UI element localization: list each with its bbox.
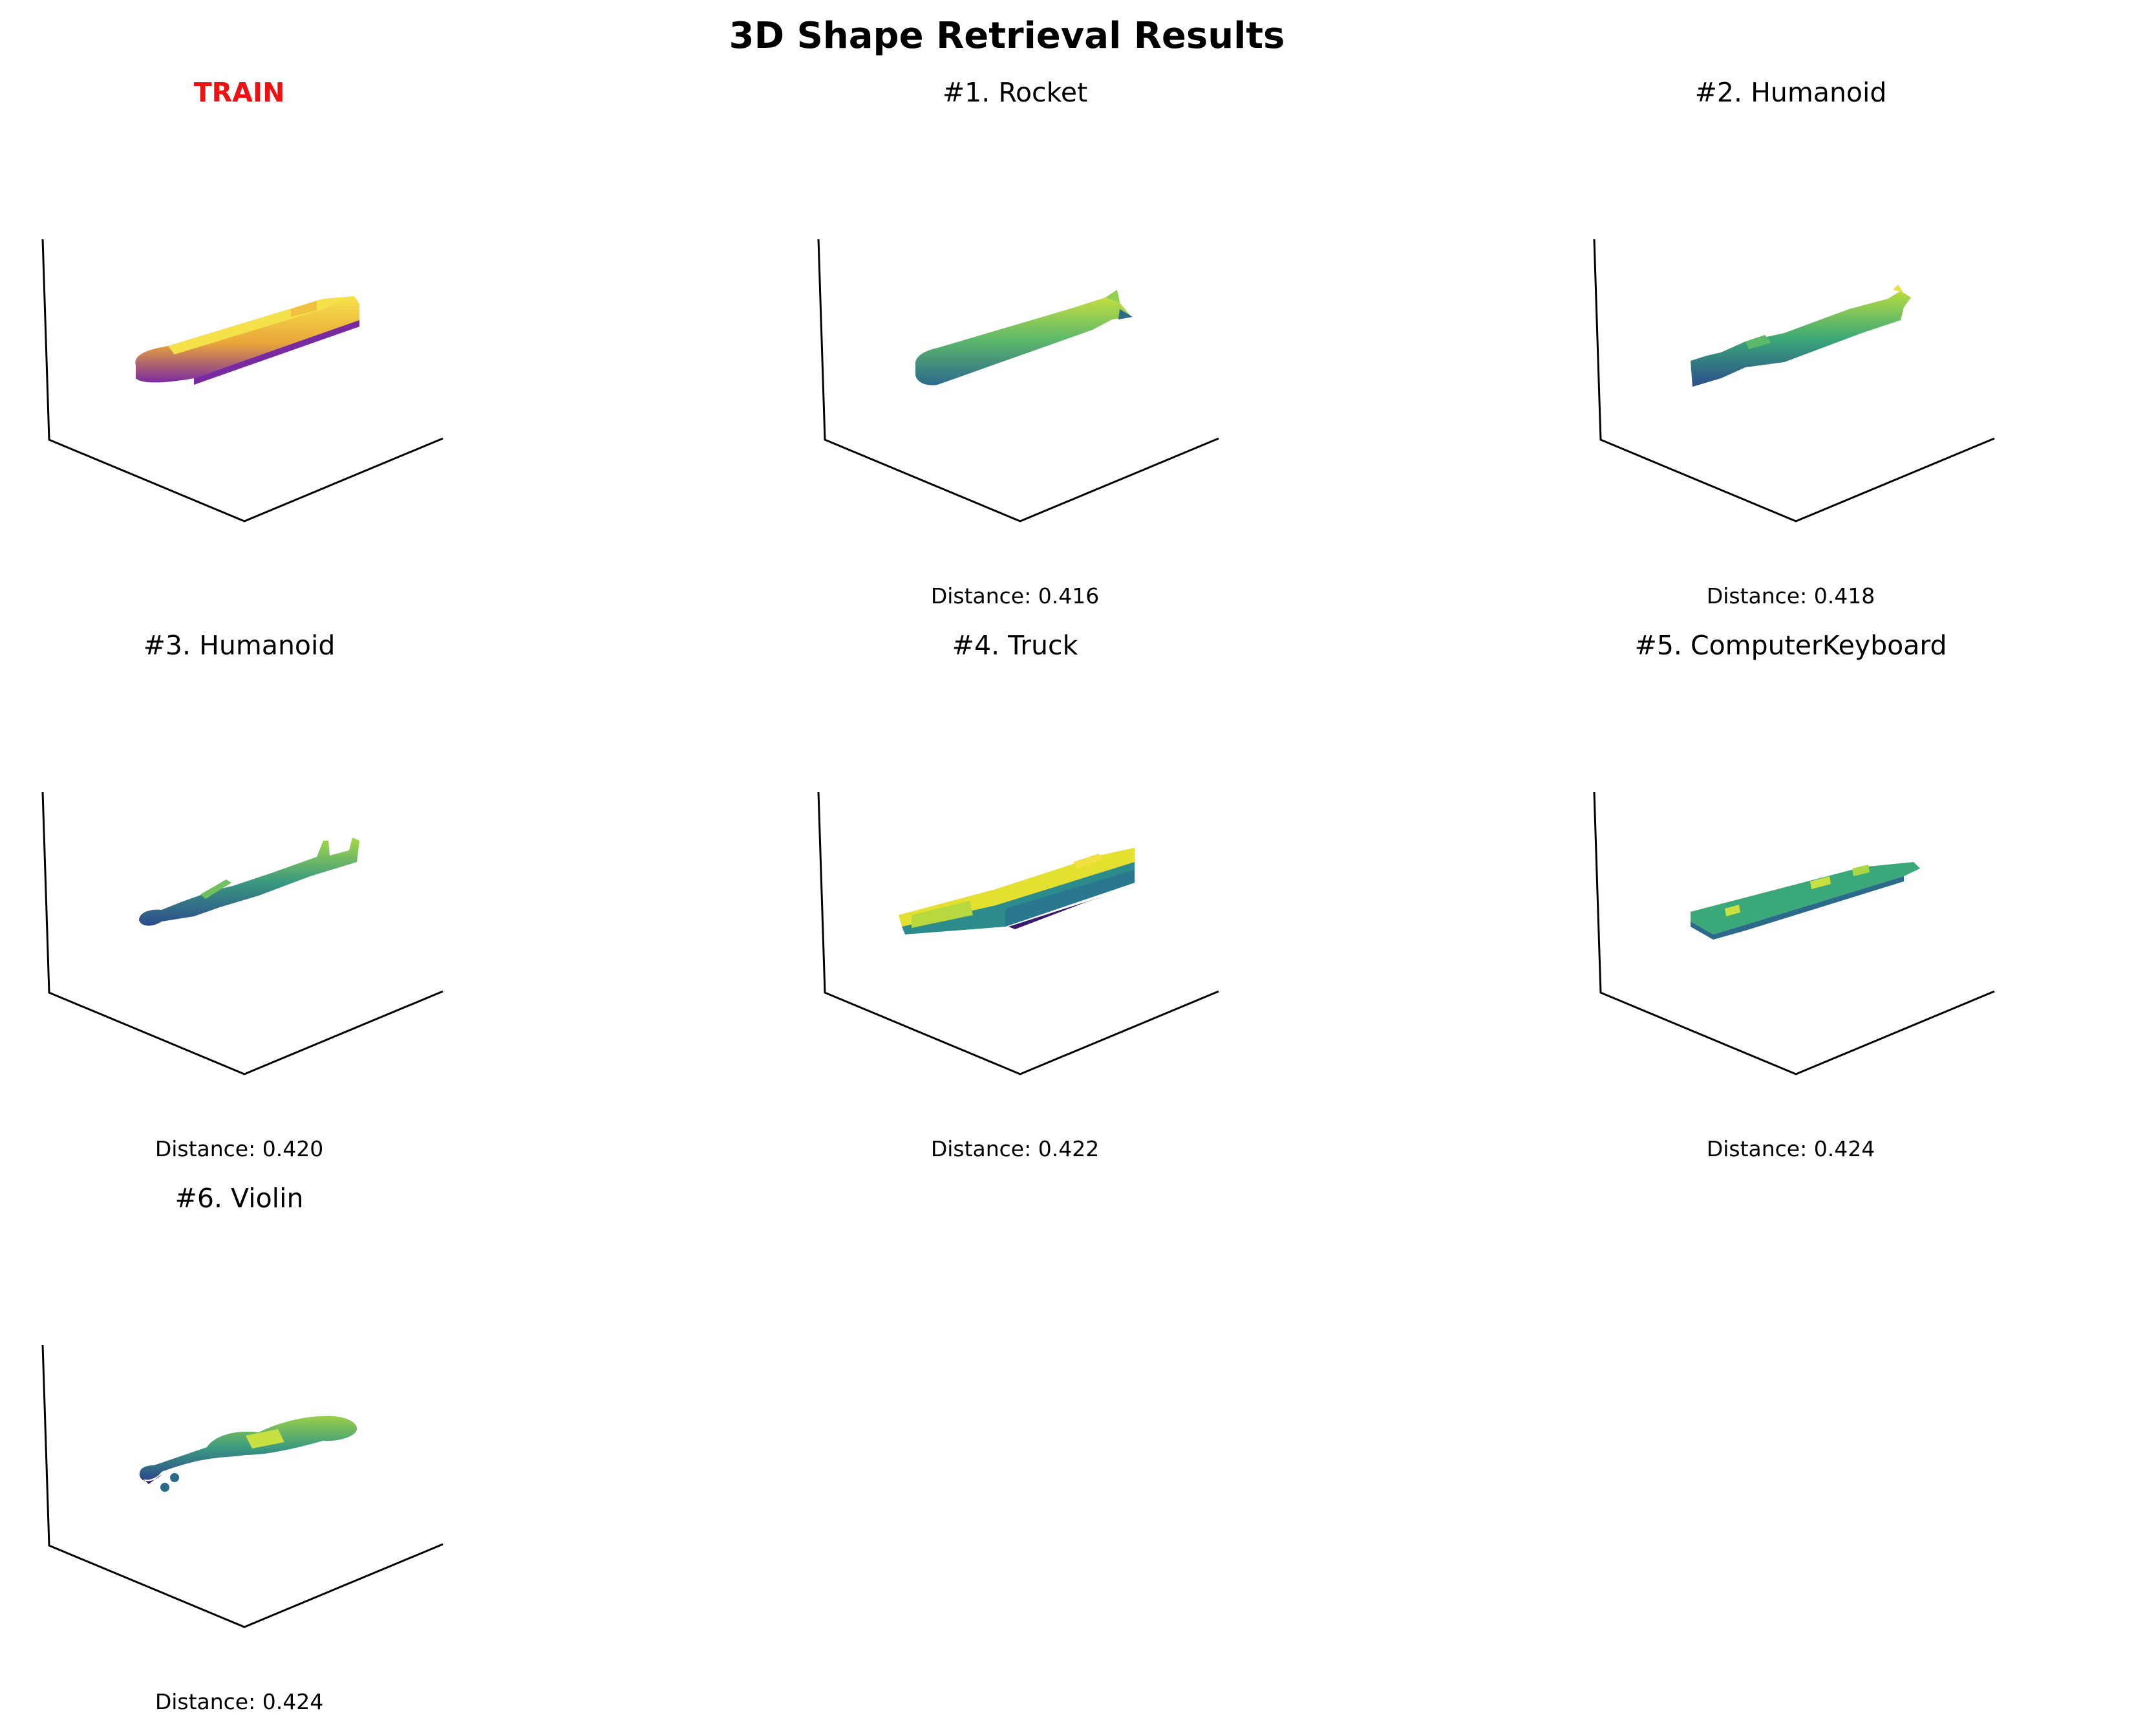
result-3d-axes-4 [817,792,1219,1075]
result-title-4: #4. Truck [952,630,1078,661]
result-title-2: #2. Humanoid [1694,77,1887,108]
result-title-5: #5. ComputerKeyboard [1634,630,1947,661]
result-panel-1: #1. Rocket Distance: 0.416 [776,0,1293,609]
result-distance-1: Distance: 0.416 [930,583,1100,609]
result-panel-4: #4. Truck Distance: 0.422 [776,553,1293,1161]
figure-title: 3D Shape Retrieval Results [729,15,1285,57]
result-panel-2: #2. Humanoid Distance: 0.418 [1552,0,2069,609]
result-3d-axes-2 [1593,239,1995,523]
result-distance-3: Distance: 0.420 [155,1136,324,1161]
axis-frame [817,792,1219,1075]
truck-shape-icon [899,848,1135,934]
result-distance-6: Distance: 0.424 [155,1689,324,1714]
axis-frame [817,239,1219,523]
axis-frame [1593,792,1995,1075]
result-distance-4: Distance: 0.422 [930,1136,1100,1161]
result-3d-axes-6 [41,1344,443,1628]
result-panel-5: #5. ComputerKeyboard Distance: 0.424 [1552,553,2069,1161]
result-panel-3: #3. Humanoid Distance: 0.420 [0,553,517,1161]
axis-frame [41,792,443,1075]
query-panel: TRAIN [0,0,517,553]
violin-shape-icon [139,1416,358,1492]
train-shape-icon [135,296,359,385]
result-distance-2: Distance: 0.418 [1706,583,1875,609]
humanoid-shape-icon [139,837,359,926]
result-distance-5: Distance: 0.424 [1706,1136,1875,1161]
rocket-shape-icon [915,290,1133,385]
query-label: TRAIN [193,77,285,108]
keyboard-shape-icon [1691,862,1920,940]
result-title-3: #3. Humanoid [143,630,336,661]
result-title-1: #1. Rocket [942,77,1088,108]
query-3d-axes [41,239,443,523]
result-3d-axes-1 [817,239,1219,523]
axis-frame [41,1344,443,1628]
axis-frame [41,239,443,523]
humanoid-shape-icon [1691,285,1911,387]
result-title-6: #6. Violin [175,1183,304,1214]
axis-frame [1593,239,1995,523]
result-3d-axes-3 [41,792,443,1075]
result-3d-axes-5 [1593,792,1995,1075]
result-panel-6: #6. Violin Distance: 0.424 [0,1106,517,1714]
